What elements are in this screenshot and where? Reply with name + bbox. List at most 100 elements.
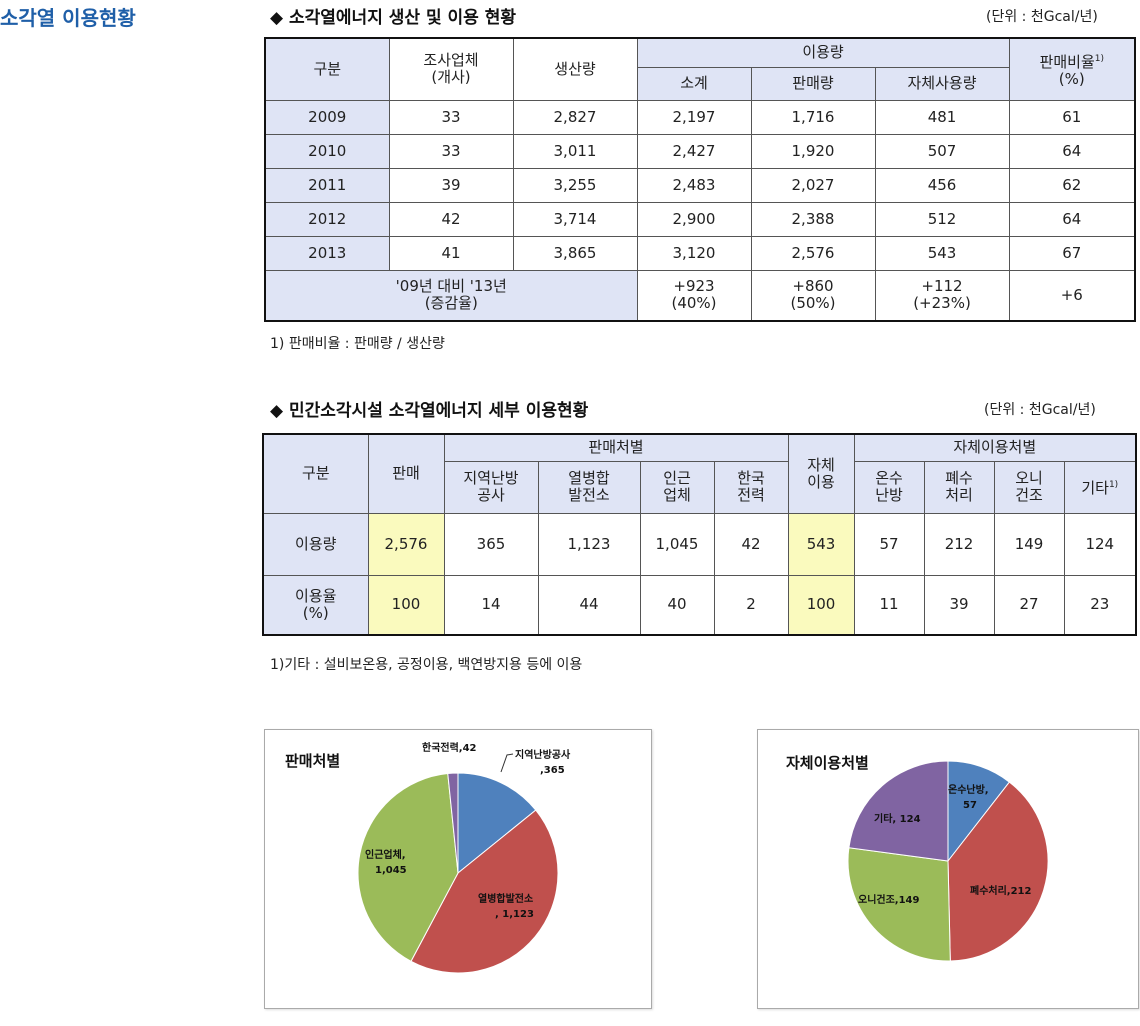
section2-unit: (단위 : 천Gcal/년) xyxy=(984,402,1096,418)
slice-label: 한국전력,42 xyxy=(422,741,477,754)
row-label: 이용량 xyxy=(262,512,369,576)
header-kepco: 한국 전력 xyxy=(713,460,789,514)
table-row: 2011 39 3,255 2,483 2,027 456 62 xyxy=(264,167,1136,203)
page-title: 소각열 이용현황 xyxy=(0,6,136,30)
cell-self: 543 xyxy=(787,512,855,576)
cell-companies: 39 xyxy=(388,167,514,203)
row-year: 2009 xyxy=(264,99,390,135)
header-companies: 조사업체 (개사) xyxy=(388,37,514,101)
cell-ratio: 61 xyxy=(1008,99,1136,135)
cell-production: 3,865 xyxy=(512,235,638,271)
cell-waste: 39 xyxy=(923,574,995,636)
header-category: 구분 xyxy=(262,433,369,514)
slice-label: ,365 xyxy=(540,765,565,776)
cell-sales: 100 xyxy=(367,574,445,636)
compare-subtotal: +923 (40%) xyxy=(636,269,752,322)
cell-sales: 2,576 xyxy=(750,235,876,271)
cell-ratio: 67 xyxy=(1008,235,1136,271)
header-district-heating: 지역난방 공사 xyxy=(443,460,539,514)
cell-production: 3,714 xyxy=(512,201,638,237)
chart-title: 자체이용처별 xyxy=(786,754,869,772)
cell-production: 3,255 xyxy=(512,167,638,203)
header-by-buyer: 판매처별 xyxy=(443,433,789,462)
cell-companies: 41 xyxy=(388,235,514,271)
cell-self-use: 512 xyxy=(874,201,1010,237)
section1-unit: (단위 : 천Gcal/년) xyxy=(986,9,1098,25)
cell-companies: 33 xyxy=(388,133,514,169)
cell-sales: 2,388 xyxy=(750,201,876,237)
pie-slice xyxy=(847,847,951,962)
cell-heating: 57 xyxy=(853,512,925,576)
slice-label: , 1,123 xyxy=(495,909,534,920)
header-wastewater: 폐수 처리 xyxy=(923,460,995,514)
row-label: 이용율 (%) xyxy=(262,574,369,636)
slice-label: 57 xyxy=(963,800,977,811)
cell-ratio: 64 xyxy=(1008,201,1136,237)
slice-label: 오니건조,149 xyxy=(858,893,920,906)
pie-slice xyxy=(848,760,949,862)
header-nearby: 인근 업체 xyxy=(639,460,715,514)
leader-line xyxy=(500,753,514,773)
header-sludge: 오니 건조 xyxy=(993,460,1065,514)
slice-label: 폐수처리,212 xyxy=(970,884,1032,897)
cell-cogen: 44 xyxy=(537,574,641,636)
cell-subtotal: 2,900 xyxy=(636,201,752,237)
header-other: 기타1) xyxy=(1063,460,1137,514)
table-row: 이용율 (%) 100 14 44 40 2 100 11 39 27 23 xyxy=(262,574,1137,636)
table-row-compare: '09년 대비 '13년 (증감율) +923 (40%) +860 (50%) +1… xyxy=(264,269,1136,322)
pie-chart-svg: 지역난방공사 ,365 열병합발전소 , 1,123 인근업체, 1,045 한국전력,42 xyxy=(357,741,571,974)
cell-kepco: 2 xyxy=(713,574,789,636)
table-row: 2012 42 3,714 2,900 2,388 512 64 xyxy=(264,201,1136,237)
cell-cogen: 1,123 xyxy=(537,512,641,576)
row-year: 2011 xyxy=(264,167,390,203)
header-category: 구분 xyxy=(264,37,390,101)
slice-label: 1,045 xyxy=(375,865,407,876)
table-row: 2013 41 3,865 3,120 2,576 543 67 xyxy=(264,235,1136,271)
cell-self-use: 481 xyxy=(874,99,1010,135)
pie-slice xyxy=(447,772,459,874)
section1-footnote: 1) 판매비율 : 판매량 / 생산량 xyxy=(270,336,445,352)
cell-self: 100 xyxy=(787,574,855,636)
table-row: 2010 33 3,011 2,427 1,920 507 64 xyxy=(264,133,1136,169)
row-year: 2012 xyxy=(264,201,390,237)
cell-nearby: 1,045 xyxy=(639,512,715,576)
compare-ratio: +6 xyxy=(1008,269,1136,322)
slice-label: 지역난방공사 xyxy=(515,748,571,761)
cell-oni: 27 xyxy=(993,574,1065,636)
row-year: 2013 xyxy=(264,235,390,271)
header-usage: 이용량 xyxy=(636,37,1010,68)
sales-by-buyer-chart: 지역난방공사 ,365 열병합발전소 , 1,123 인근업체, 1,045 한국전력,42… xyxy=(264,729,652,1009)
cell-waste: 212 xyxy=(923,512,995,576)
slice-label: 온수난방, xyxy=(948,783,989,796)
compare-sales: +860 (50%) xyxy=(750,269,876,322)
header-sales: 판매량 xyxy=(750,66,876,101)
cell-sales: 2,027 xyxy=(750,167,876,203)
header-production: 생산량 xyxy=(512,37,638,101)
table-row: 이용량 2,576 365 1,123 1,045 42 543 57 212 … xyxy=(262,512,1137,576)
cell-self-use: 543 xyxy=(874,235,1010,271)
cell-sales: 1,920 xyxy=(750,133,876,169)
header-sales: 판매 xyxy=(367,433,445,514)
table-row: 2009 33 2,827 2,197 1,716 481 61 xyxy=(264,99,1136,135)
cell-district: 14 xyxy=(443,574,539,636)
cell-self-use: 507 xyxy=(874,133,1010,169)
chart-title: 판매처별 xyxy=(285,752,341,770)
detailed-usage-table: 구분 판매 판매처별 자체 이용 자체이용처별 지역난방 공사 열병합 발전소 인근 업… xyxy=(262,433,1138,636)
cell-subtotal: 3,120 xyxy=(636,235,752,271)
cell-heating: 11 xyxy=(853,574,925,636)
cell-subtotal: 2,483 xyxy=(636,167,752,203)
header-sales-ratio: 판매비율1) (%) xyxy=(1008,37,1136,101)
cell-ratio: 62 xyxy=(1008,167,1136,203)
pie-slice xyxy=(457,772,537,875)
slice-label: 인근업체, xyxy=(365,848,406,861)
self-use-chart: 온수난방, 57 폐수처리,212 오니건조,149 기타, 124 자체이용처별 xyxy=(757,729,1139,1009)
header-cogen: 열병합 발전소 xyxy=(537,460,641,514)
compare-label: '09년 대비 '13년 (증감율) xyxy=(264,269,638,322)
cell-kepco: 42 xyxy=(713,512,789,576)
pie-slice xyxy=(947,781,1049,962)
cell-ratio: 64 xyxy=(1008,133,1136,169)
cell-district: 365 xyxy=(443,512,539,576)
slice-label: 기타, 124 xyxy=(874,812,921,825)
header-subtotal: 소계 xyxy=(636,66,752,101)
section1-title: ◆ 소각열에너지 생산 및 이용 현황 xyxy=(270,8,516,28)
